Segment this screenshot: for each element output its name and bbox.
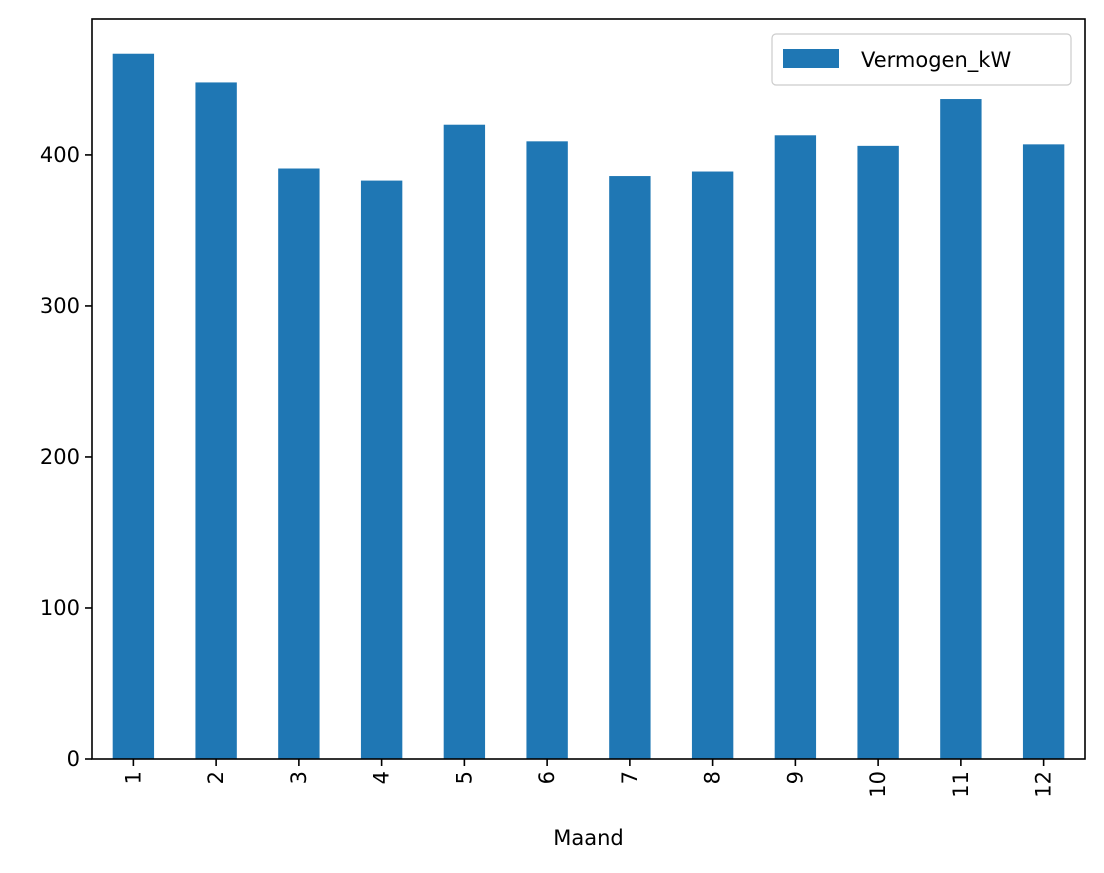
bar-9: [774, 135, 817, 760]
legend-swatch: [783, 49, 839, 68]
y-tick-label: 0: [67, 747, 80, 771]
y-tick-label: 100: [40, 596, 80, 620]
bar-6: [526, 141, 568, 759]
bars-layer: [112, 53, 1065, 760]
x-tick-label: 3: [287, 771, 311, 784]
legend: Vermogen_kW: [771, 33, 1072, 86]
x-tick-label: 8: [701, 771, 725, 784]
bar-10: [857, 145, 899, 760]
bar-1: [112, 53, 155, 760]
bar-7: [609, 176, 651, 759]
bar-4: [360, 180, 403, 760]
x-tick-label: 4: [370, 771, 394, 784]
x-tick-label: 6: [535, 771, 559, 784]
x-tick-label: 2: [204, 771, 228, 784]
bar-5: [443, 124, 486, 759]
x-tick-label: 12: [1032, 771, 1056, 798]
bar-8: [691, 171, 734, 759]
x-tick-label: 7: [618, 771, 642, 784]
y-tick-label: 200: [40, 445, 80, 469]
legend-box: [771, 33, 1072, 86]
bar-2: [195, 82, 237, 760]
y-tick-label: 400: [40, 143, 80, 167]
x-tick-label: 1: [121, 771, 145, 784]
bar-11: [940, 99, 982, 760]
y-tick-label: 300: [40, 294, 80, 318]
bar-3: [278, 168, 320, 759]
bar-12: [1022, 144, 1065, 760]
x-tick-label: 10: [866, 771, 890, 798]
x-tick-label: 9: [783, 771, 807, 784]
y-axis-ticks: 0 100 200 300 400: [40, 143, 92, 771]
legend-label: Vermogen_kW: [861, 48, 1011, 73]
x-tick-label: 11: [949, 771, 973, 798]
x-axis-ticks: 1 2 3 4 5 6 7 8 9 10 11 12: [121, 759, 1056, 798]
plot-area-frame: [91, 18, 1086, 760]
x-axis-title: Maand: [553, 826, 624, 850]
x-tick-label: 5: [452, 771, 476, 784]
